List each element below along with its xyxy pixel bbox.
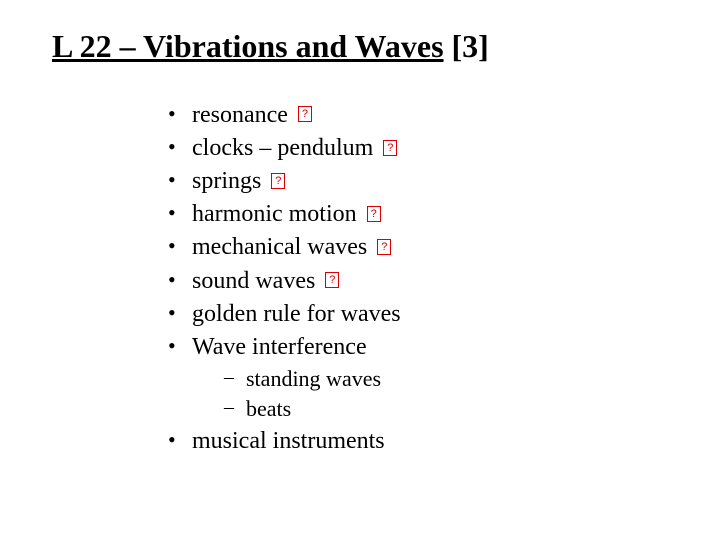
item-label: musical instruments [192, 428, 385, 454]
list-item: resonance ? [168, 99, 680, 132]
list-item: sound waves ? [168, 265, 680, 298]
check-icon: ? [298, 106, 312, 122]
item-label: mechanical waves [192, 234, 367, 260]
check-icon: ? [383, 140, 397, 156]
list-item: clocks – pendulum ? [168, 132, 680, 165]
item-label: sound waves [192, 268, 315, 294]
topics-list: resonance ? clocks – pendulum ? springs … [168, 99, 680, 458]
list-item: springs ? [168, 165, 680, 198]
page-title: L 22 – Vibrations and Waves [3] [52, 28, 680, 65]
item-label: resonance [192, 102, 288, 128]
title-suffix: [3] [444, 28, 489, 64]
sub-list-item: beats [224, 394, 680, 424]
subitem-label: standing waves [246, 366, 381, 391]
check-icon: ? [271, 173, 285, 189]
title-underlined: L 22 – Vibrations and Waves [52, 28, 444, 64]
item-label: golden rule for waves [192, 301, 401, 327]
list-item: golden rule for waves [168, 298, 680, 331]
check-icon: ? [325, 272, 339, 288]
subitem-label: beats [246, 396, 291, 421]
check-icon: ? [377, 239, 391, 255]
sub-list: standing waves beats [224, 364, 680, 425]
item-label: harmonic motion [192, 201, 357, 227]
item-label: Wave interference [192, 334, 367, 360]
item-label: springs [192, 168, 261, 194]
list-item: musical instruments [168, 425, 680, 458]
item-label: clocks – pendulum [192, 135, 373, 161]
list-item: harmonic motion ? [168, 198, 680, 231]
list-item: mechanical waves ? [168, 231, 680, 264]
check-icon: ? [367, 206, 381, 222]
list-item: Wave interference standing waves beats [168, 331, 680, 425]
sub-list-item: standing waves [224, 364, 680, 394]
